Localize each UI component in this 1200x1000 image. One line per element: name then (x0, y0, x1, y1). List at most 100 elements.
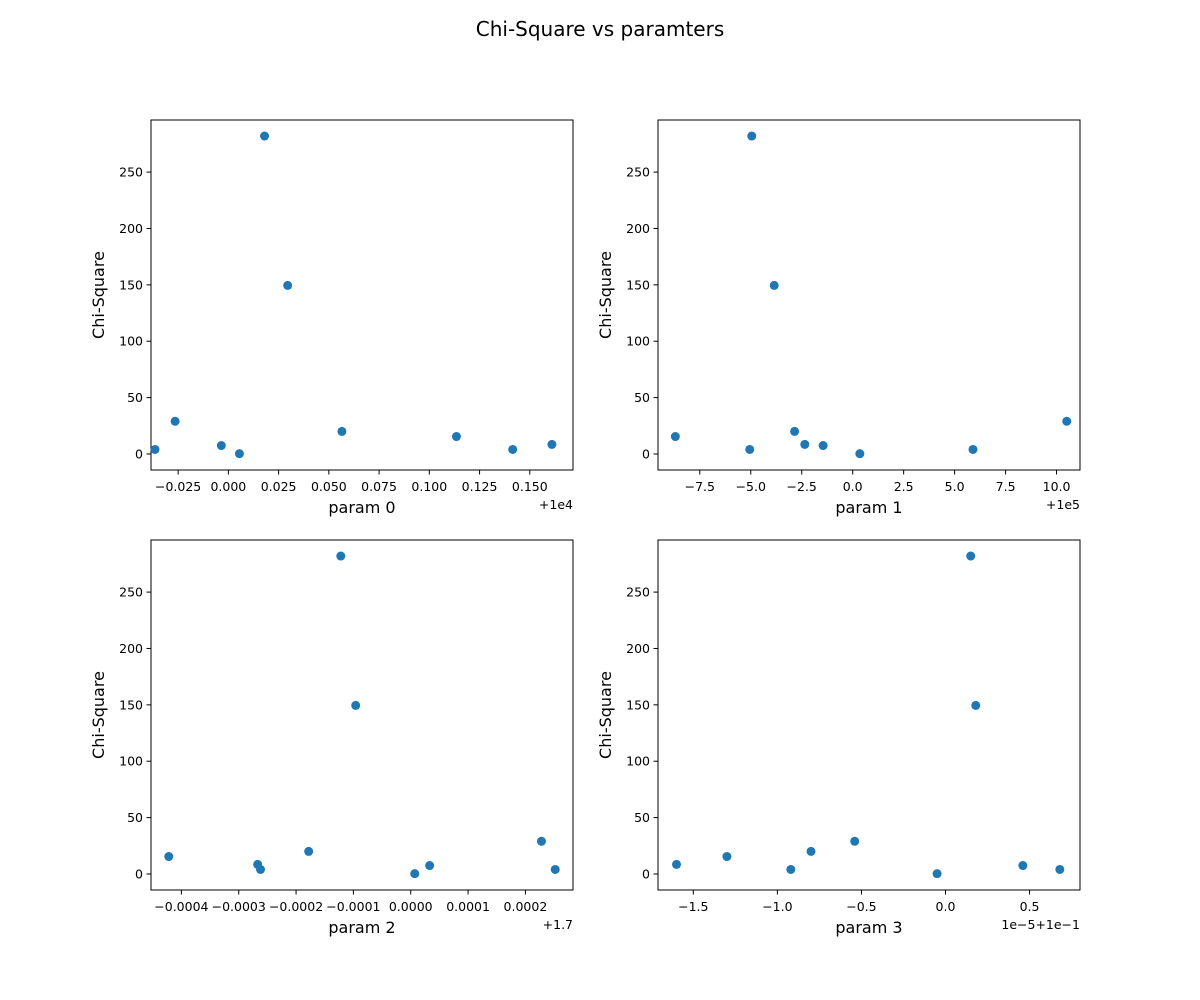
x-tick-label: 5.0 (945, 479, 965, 494)
x-tick-label: −2.5 (787, 479, 817, 494)
data-point (337, 426, 347, 436)
data-point (283, 280, 293, 290)
subplot-2: −0.0004 −0.0003 −0.0002 −0.0001 0.0000 0.0001… (89, 539, 574, 937)
data-point (1062, 416, 1072, 426)
data-point (800, 439, 810, 449)
data-point (722, 852, 732, 862)
y-tick-label: 200 (626, 641, 650, 656)
data-point (971, 700, 981, 710)
x-tick-label: 0.5 (1020, 899, 1040, 914)
x-axis-label: param 0 (328, 498, 395, 517)
y-tick-label: 150 (119, 697, 143, 712)
y-tick-label: 100 (626, 334, 650, 349)
x-offset-label: +1e5 (1046, 497, 1080, 512)
x-tick-label: 0.0 (843, 479, 863, 494)
y-tick-label: 150 (626, 277, 650, 292)
axes-frame (150, 119, 574, 471)
y-tick-label: 200 (119, 641, 143, 656)
data-point (1018, 861, 1028, 871)
data-point (968, 444, 978, 454)
data-point (164, 852, 174, 862)
x-tick-label: 2.5 (894, 479, 914, 494)
data-point (425, 861, 435, 871)
subplot-3: −1.5 −1.0 −0.5 0.0 0.5 0 50 100 150 200 250 param 3… (596, 539, 1081, 937)
y-axis-label: Chi-Square (89, 671, 108, 759)
x-tick-label: −1.0 (762, 899, 792, 914)
x-tick-label: 0.000 (210, 479, 246, 494)
data-point (234, 449, 244, 459)
data-point (550, 864, 560, 874)
x-axis-label: param 1 (835, 498, 902, 517)
y-tick-label: 0 (135, 866, 143, 881)
y-axis-label: Chi-Square (596, 251, 615, 339)
y-tick-label: 150 (626, 697, 650, 712)
data-point (410, 869, 420, 879)
y-tick-label: 100 (119, 754, 143, 769)
y-tick-label: 0 (642, 866, 650, 881)
x-axis-label: param 3 (835, 918, 902, 937)
data-point (850, 836, 860, 846)
data-point (806, 846, 816, 856)
x-tick-label: 10.0 (1043, 479, 1071, 494)
x-offset-label: +1.7 (543, 917, 573, 932)
data-point (818, 441, 828, 451)
subplot-1: −7.5 −5.0 −2.5 0.0 2.5 5.0 7.5 10.0 0 50 100 150 200… (596, 119, 1081, 517)
x-tick-label: 0.0000 (389, 899, 433, 914)
y-tick-label: 100 (626, 754, 650, 769)
data-point (745, 444, 755, 454)
y-tick-label: 250 (119, 165, 143, 180)
data-point (1055, 864, 1065, 874)
x-axis-label: param 2 (328, 918, 395, 937)
x-tick-label: −1.5 (678, 899, 708, 914)
y-tick-label: 0 (135, 446, 143, 461)
subplot-0: −0.025 0.000 0.025 0.050 0.075 0.100 0.125 0.15… (89, 119, 574, 517)
x-tick-label: −5.0 (736, 479, 766, 494)
x-tick-label: 7.5 (996, 479, 1016, 494)
data-point (256, 864, 266, 874)
axes-frame (150, 539, 574, 891)
data-point (547, 439, 557, 449)
x-offset-label: +1e4 (539, 497, 573, 512)
data-point (671, 859, 681, 869)
axes-frame (657, 119, 1081, 471)
y-axis-label: Chi-Square (89, 251, 108, 339)
data-point (351, 700, 361, 710)
data-point (966, 551, 976, 561)
x-tick-label: 0.150 (512, 479, 548, 494)
data-point (670, 432, 680, 442)
x-tick-label: −0.0004 (154, 899, 208, 914)
data-point (790, 426, 800, 436)
x-tick-label: 0.075 (361, 479, 397, 494)
y-axis-label: Chi-Square (596, 671, 615, 759)
x-tick-label: −0.0002 (269, 899, 323, 914)
data-point (260, 131, 270, 141)
data-point (747, 131, 757, 141)
x-tick-label: 0.125 (462, 479, 498, 494)
data-point (150, 444, 160, 454)
figure-title: Chi-Square vs paramters (476, 17, 725, 41)
y-tick-label: 50 (634, 810, 650, 825)
y-tick-label: 50 (127, 390, 143, 405)
x-tick-label: −0.0003 (212, 899, 266, 914)
y-tick-label: 150 (119, 277, 143, 292)
y-tick-label: 200 (119, 221, 143, 236)
y-tick-label: 50 (634, 390, 650, 405)
x-tick-label: −0.0001 (326, 899, 380, 914)
x-tick-label: −7.5 (685, 479, 715, 494)
data-point (769, 280, 779, 290)
data-point (536, 836, 546, 846)
x-offset-label: 1e−5+1e−1 (1001, 917, 1080, 932)
data-point (336, 551, 346, 561)
x-tick-label: 0.050 (311, 479, 347, 494)
data-point (508, 444, 518, 454)
x-tick-label: 0.0 (936, 899, 956, 914)
y-tick-label: 100 (119, 334, 143, 349)
x-tick-label: −0.025 (155, 479, 201, 494)
data-point (170, 416, 180, 426)
y-tick-label: 250 (626, 165, 650, 180)
x-tick-label: 0.100 (411, 479, 447, 494)
y-tick-label: 50 (127, 810, 143, 825)
y-tick-label: 0 (642, 446, 650, 461)
